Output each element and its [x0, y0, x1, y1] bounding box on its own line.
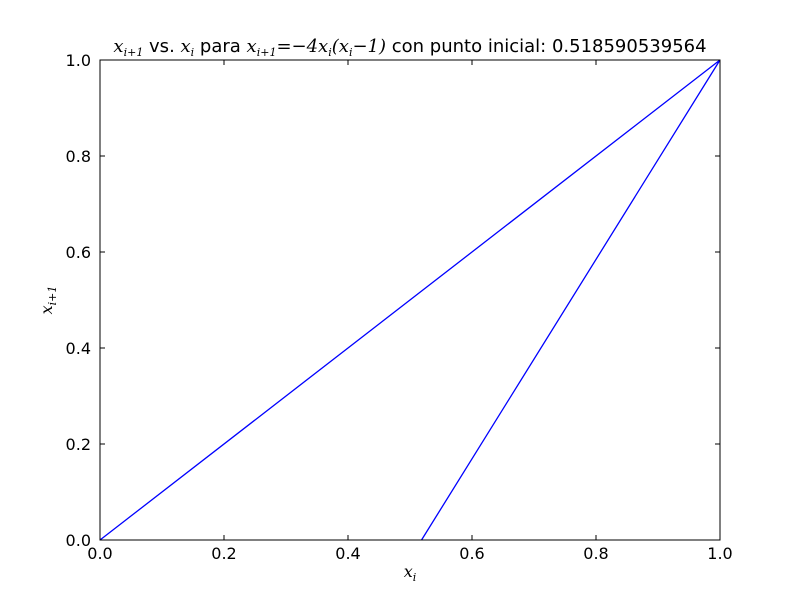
- x-tick-label: 0.2: [211, 544, 236, 563]
- series-line-1: [99, 59, 721, 541]
- x-tick-label: 0.6: [459, 544, 484, 563]
- y-axis-label: xi+1: [37, 286, 59, 315]
- ticks-layer: 0.0 0.2 0.4 0.6 0.8 1.0 0.0 0.2 0.4 0.6 0.8 1.0: [66, 51, 733, 563]
- y-tick-label: 0.6: [66, 243, 91, 262]
- y-tick-label: 0.2: [66, 435, 91, 454]
- series-layer: [99, 59, 721, 541]
- y-tick-label: 0.4: [66, 339, 91, 358]
- y-tick-label: 0.0: [66, 531, 91, 550]
- x-axis-label: xi: [404, 562, 417, 584]
- x-tick-label: 0.8: [583, 544, 608, 563]
- x-tick-label: 0.4: [335, 544, 360, 563]
- y-tick-label: 0.8: [66, 147, 91, 166]
- chart-title: xi+1 vs. xi para xi+1=−4xi(xi−1) con pun…: [113, 36, 706, 59]
- x-tick-label: 1.0: [707, 544, 732, 563]
- x-tick-label: 0.0: [87, 544, 112, 563]
- y-tick-label: 1.0: [66, 51, 91, 70]
- plot-frame: [99, 59, 721, 541]
